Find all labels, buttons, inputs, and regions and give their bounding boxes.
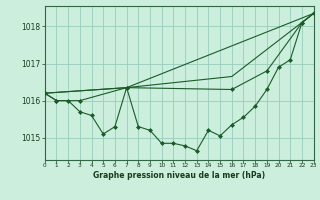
- X-axis label: Graphe pression niveau de la mer (hPa): Graphe pression niveau de la mer (hPa): [93, 171, 265, 180]
